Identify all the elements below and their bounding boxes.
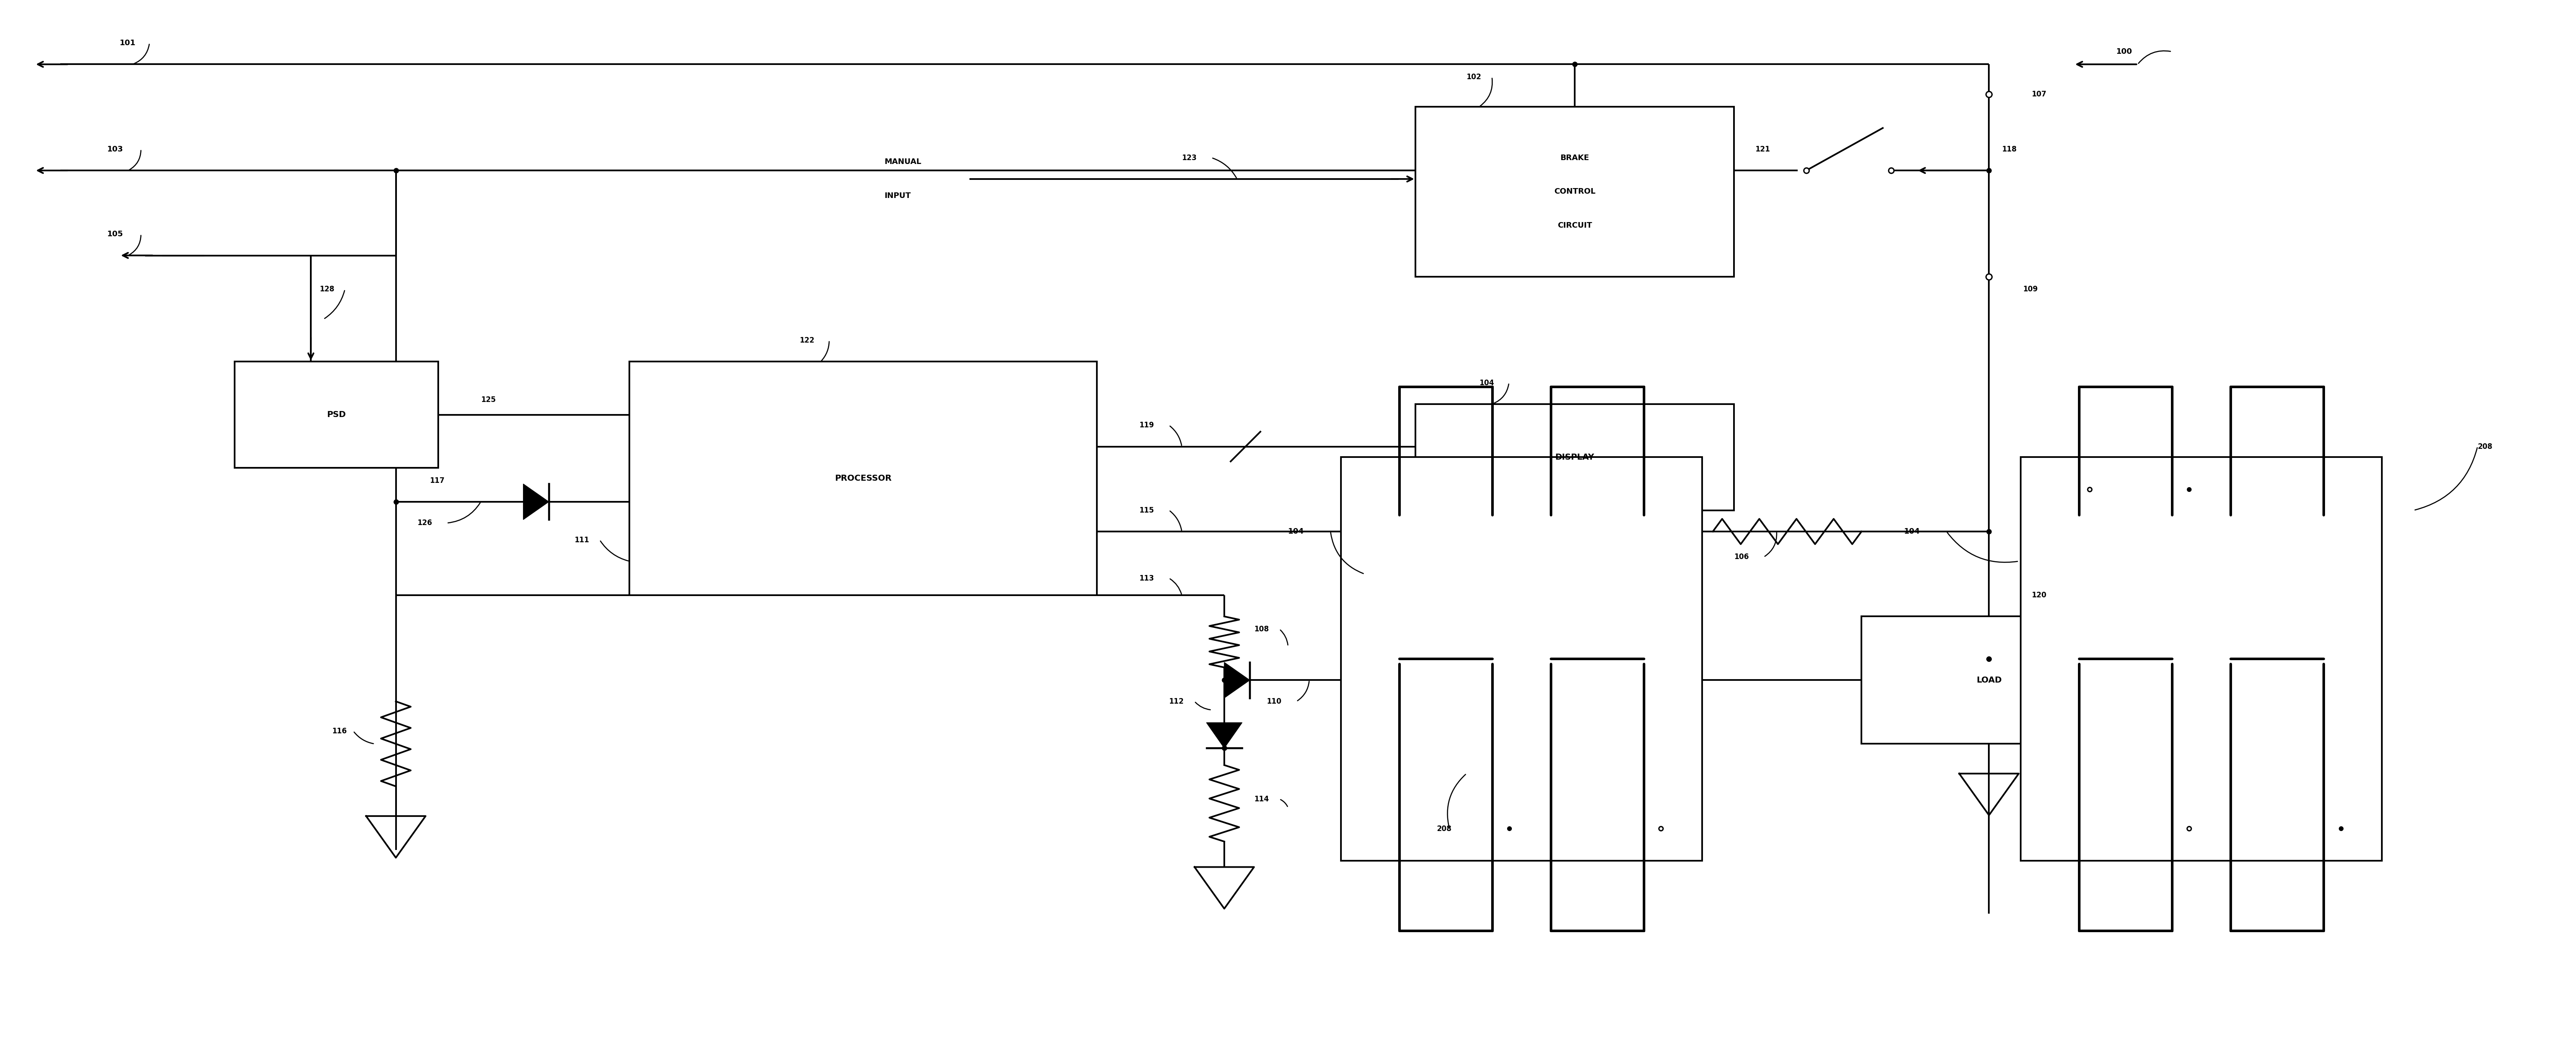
Text: 118: 118 — [2002, 146, 2017, 153]
Bar — [1342, 457, 1703, 861]
Text: 101: 101 — [118, 39, 137, 47]
Text: 104: 104 — [1288, 527, 1303, 536]
Text: 111: 111 — [574, 536, 590, 544]
Text: 110: 110 — [1267, 697, 1283, 705]
Text: 128: 128 — [319, 286, 335, 293]
Text: 208: 208 — [1437, 825, 1453, 832]
Text: PSD: PSD — [327, 410, 345, 419]
Text: INPUT: INPUT — [884, 192, 912, 200]
Text: 122: 122 — [799, 337, 814, 344]
Text: 100: 100 — [2117, 48, 2133, 55]
Text: 112: 112 — [1170, 697, 1185, 705]
Bar — [1414, 106, 1734, 276]
Bar — [234, 361, 438, 468]
Text: 104: 104 — [1904, 527, 1919, 536]
Bar — [1414, 404, 1734, 510]
Text: 117: 117 — [430, 476, 446, 485]
Text: 103: 103 — [108, 146, 124, 153]
Text: 116: 116 — [332, 727, 348, 735]
Text: 104: 104 — [1479, 379, 1494, 387]
Text: 109: 109 — [2022, 286, 2038, 293]
Text: 123: 123 — [1182, 154, 1198, 162]
Polygon shape — [1224, 662, 1249, 698]
Text: 208: 208 — [2478, 442, 2494, 451]
Text: 121: 121 — [1754, 146, 1770, 153]
Text: 106: 106 — [1734, 553, 1749, 561]
Text: LOAD: LOAD — [1976, 676, 2002, 685]
Text: 115: 115 — [1139, 506, 1154, 514]
Text: 125: 125 — [482, 395, 495, 404]
Text: 126: 126 — [417, 519, 433, 527]
Bar — [629, 361, 1097, 595]
Text: 120: 120 — [2032, 591, 2045, 600]
Text: PROCESSOR: PROCESSOR — [835, 474, 891, 483]
Bar — [2020, 457, 2383, 861]
Text: 107: 107 — [2032, 90, 2045, 98]
Text: 105: 105 — [108, 231, 124, 238]
Text: CONTROL: CONTROL — [1553, 188, 1595, 196]
Bar — [1862, 617, 2117, 744]
Polygon shape — [523, 484, 549, 520]
Text: 108: 108 — [1255, 625, 1270, 634]
Text: 119: 119 — [1139, 421, 1154, 429]
Text: MANUAL: MANUAL — [884, 158, 922, 166]
Text: DISPLAY: DISPLAY — [1556, 453, 1595, 461]
Text: 113: 113 — [1139, 574, 1154, 583]
Text: BRAKE: BRAKE — [1561, 154, 1589, 162]
Text: CIRCUIT: CIRCUIT — [1558, 222, 1592, 230]
Polygon shape — [1206, 723, 1242, 748]
Text: 102: 102 — [1466, 73, 1481, 81]
Text: 114: 114 — [1255, 795, 1270, 803]
